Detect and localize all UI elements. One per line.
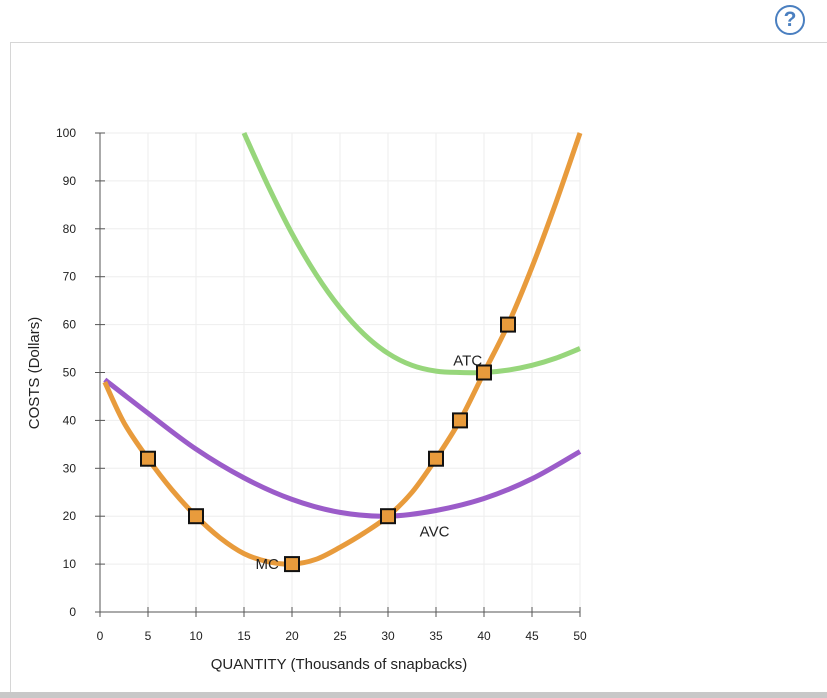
y-tick-label: 20 bbox=[63, 509, 77, 523]
y-tick-label: 50 bbox=[63, 366, 77, 380]
mc-label: MC bbox=[256, 556, 279, 573]
mc-point-marker[interactable] bbox=[188, 508, 204, 525]
mc-point-marker[interactable] bbox=[476, 364, 492, 381]
y-tick-label: 70 bbox=[63, 270, 77, 284]
atc-label: ATC bbox=[453, 353, 482, 370]
curve-labels: MC AVC ATC bbox=[256, 353, 483, 574]
x-tick-label: 0 bbox=[97, 629, 104, 643]
x-tick-label: 30 bbox=[381, 629, 395, 643]
mc-point-marker[interactable] bbox=[140, 450, 156, 467]
mc-point-marker[interactable] bbox=[452, 412, 468, 429]
x-tick-label: 20 bbox=[285, 629, 299, 643]
mc-point-marker[interactable] bbox=[380, 508, 396, 525]
x-tick-label: 25 bbox=[333, 629, 347, 643]
avc-label: AVC bbox=[420, 524, 450, 541]
x-tick-label: 15 bbox=[237, 629, 251, 643]
bottom-scrollbar[interactable] bbox=[0, 692, 827, 698]
mc-point-marker[interactable] bbox=[428, 450, 444, 467]
y-tick-label: 40 bbox=[63, 413, 77, 427]
mc-point-marker[interactable] bbox=[500, 316, 516, 333]
x-tick-label: 40 bbox=[477, 629, 491, 643]
x-tick-label: 10 bbox=[189, 629, 203, 643]
curves bbox=[102, 131, 583, 567]
markers[interactable] bbox=[140, 316, 516, 573]
y-tick-label: 0 bbox=[69, 605, 76, 619]
x-axis-title: QUANTITY (Thousands of snapbacks) bbox=[211, 656, 468, 673]
y-tick-label: 100 bbox=[56, 126, 76, 140]
y-tick-label: 60 bbox=[63, 318, 77, 332]
atc-curve bbox=[241, 131, 581, 376]
axes: 0 5 10 15 20 25 30 35 40 45 50 0 10 20 30 40 50 60 70 80 90 1… bbox=[56, 126, 587, 643]
y-tick-label: 90 bbox=[63, 174, 77, 188]
y-tick-label: 10 bbox=[63, 557, 77, 571]
help-icon: ? bbox=[783, 8, 797, 31]
mc-curve bbox=[102, 132, 583, 567]
help-button[interactable]: ? bbox=[775, 5, 805, 35]
chart-panel bbox=[10, 42, 827, 698]
x-tick-label: 35 bbox=[429, 629, 443, 643]
x-tick-label: 45 bbox=[525, 629, 539, 643]
y-axis-title: COSTS (Dollars) bbox=[26, 317, 43, 430]
y-tick-label: 30 bbox=[63, 461, 77, 475]
avc-curve bbox=[103, 377, 582, 519]
x-tick-label: 50 bbox=[573, 629, 587, 643]
y-tick-label: 80 bbox=[63, 222, 77, 236]
mc-point-marker[interactable] bbox=[284, 556, 300, 573]
x-tick-label: 5 bbox=[145, 629, 152, 643]
